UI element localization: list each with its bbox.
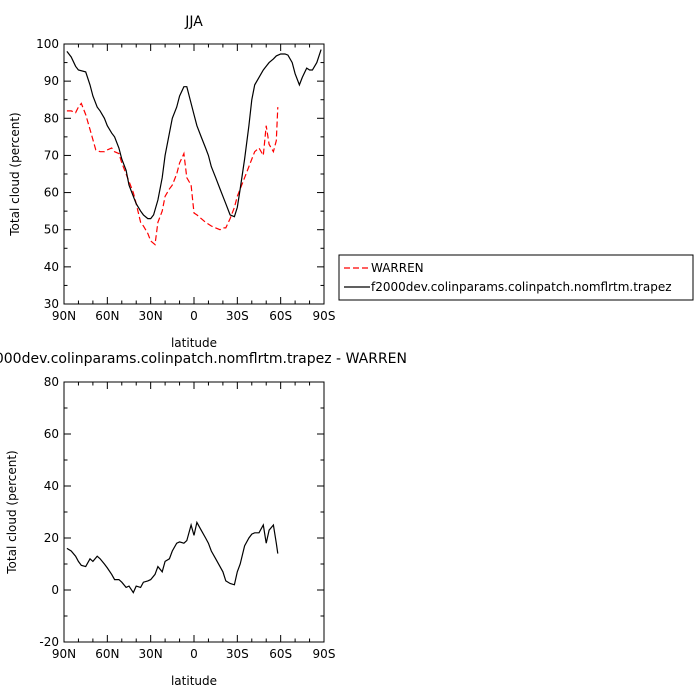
x-tick-label: 60S — [269, 647, 292, 661]
y-axis-label: Total cloud (percent) — [8, 112, 22, 236]
y-axis-label: Total cloud (percent) — [5, 450, 19, 574]
x-tick-label: 30S — [226, 647, 249, 661]
legend-box — [338, 254, 694, 301]
y-tick-label: 0 — [51, 583, 59, 597]
x-tick-label: 30N — [139, 309, 163, 323]
x-axis-label: latitude — [171, 674, 217, 688]
x-tick-label: 60N — [95, 309, 119, 323]
x-tick-label: 30S — [226, 309, 249, 323]
x-tick-label: 0 — [190, 309, 198, 323]
y-tick-label: 40 — [44, 260, 59, 274]
y-tick-label: -20 — [39, 635, 59, 649]
x-tick-label: 30N — [139, 647, 163, 661]
panel-2: f2000dev.colinparams.colinpatch.nomflrtm… — [0, 351, 407, 688]
chart-title: f2000dev.colinparams.colinpatch.nomflrtm… — [0, 351, 407, 367]
y-tick-label: 80 — [44, 375, 59, 389]
x-tick-label: 90N — [52, 309, 76, 323]
legend-label-1: WARREN — [371, 261, 424, 275]
x-tick-label: 90S — [313, 309, 336, 323]
x-axis-label: latitude — [171, 336, 217, 350]
y-tick-label: 70 — [44, 148, 59, 162]
legend: WARREN f2000dev.colinparams.colinpatch.no… — [338, 254, 694, 301]
y-tick-label: 50 — [44, 223, 59, 237]
y-tick-label: 90 — [44, 74, 59, 88]
panel-1: JJA 90N 60N 30N 0 30S 60S 90S 30 40 50 60 70 80 90 100 l… — [8, 14, 694, 350]
x-tick-label: 0 — [190, 647, 198, 661]
y-tick-label: 60 — [44, 186, 59, 200]
y-tick-label: 40 — [44, 479, 59, 493]
y-tick-label: 20 — [44, 531, 59, 545]
x-tick-label: 90S — [313, 647, 336, 661]
y-tick-label: 60 — [44, 427, 59, 441]
y-tick-label: 100 — [36, 37, 59, 51]
series-line-1 — [66, 102, 279, 246]
series-line-1 — [66, 520, 279, 594]
plot-frame — [63, 43, 325, 305]
y-tick-label: 30 — [44, 297, 59, 311]
x-tick-label: 60S — [269, 309, 292, 323]
legend-label-2: f2000dev.colinparams.colinpatch.nomflrtm… — [371, 280, 672, 294]
chart-title: JJA — [184, 14, 203, 30]
plot-frame — [63, 381, 325, 643]
x-tick-label: 90N — [52, 647, 76, 661]
series-line-2 — [66, 49, 322, 220]
x-tick-label: 60N — [95, 647, 119, 661]
y-tick-label: 80 — [44, 111, 59, 125]
